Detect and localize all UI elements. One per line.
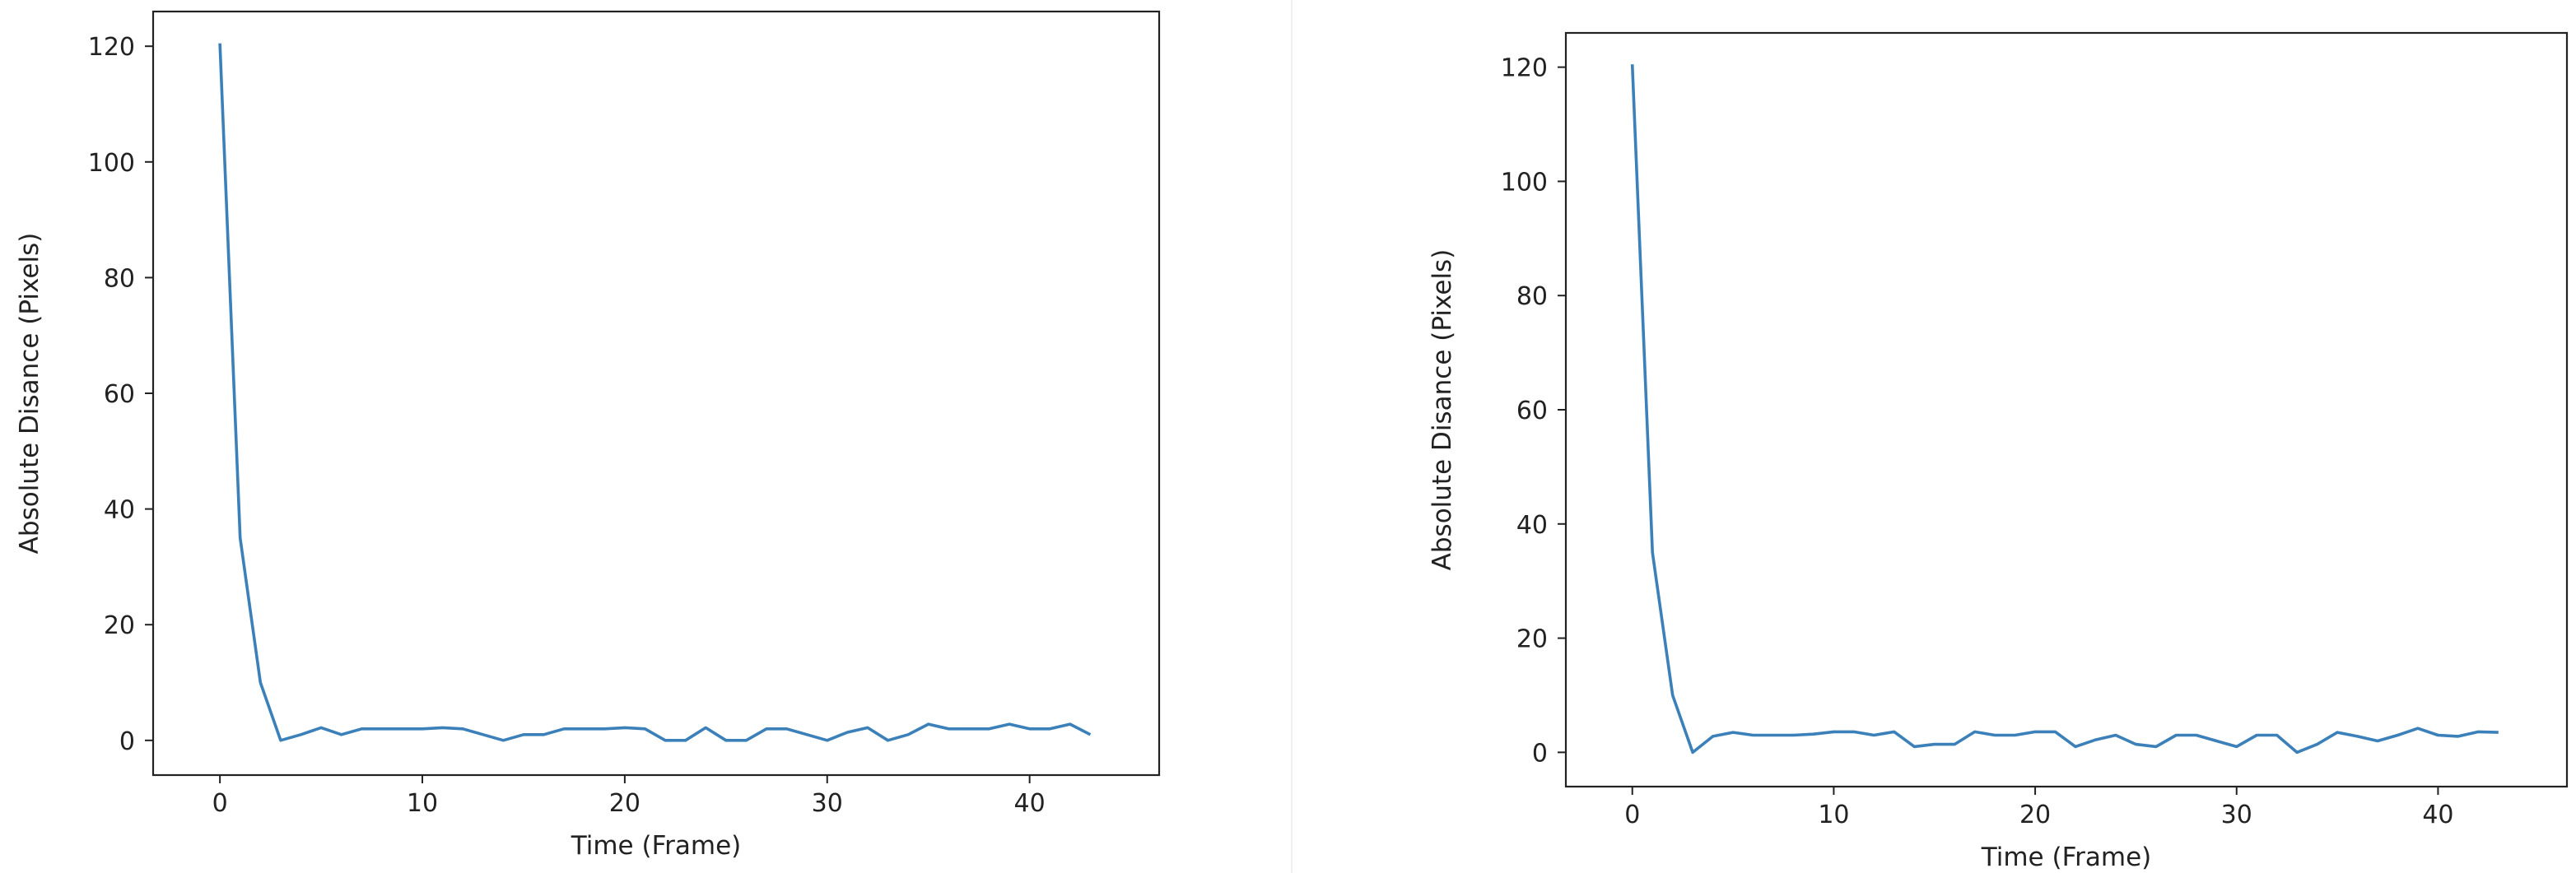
x-tick-label: 40 [2422, 801, 2453, 829]
chart-1: 0 10 20 30 40 0 20 40 60 80 100 120 Time (Frame) Abso… [15, 10, 1161, 861]
x-tick-label: 30 [2221, 801, 2252, 829]
y-axis-label: Absolute Disance (Pixels) [1428, 249, 1457, 571]
y-tick-label: 60 [1516, 397, 1548, 425]
x-axis-label: Time (Frame) [571, 831, 742, 861]
y-tick-label: 80 [104, 264, 135, 293]
x-tick-label: 20 [2019, 801, 2051, 829]
x-tick-label: 0 [212, 789, 228, 818]
series-line [1630, 64, 2499, 755]
x-axis-label: Time (Frame) [1981, 843, 2152, 872]
y-tick-label: 20 [104, 611, 135, 640]
x-tick-label: 0 [1624, 801, 1640, 829]
chart-2: 0 10 20 30 40 0 20 40 60 80 100 120 Time (Frame) Abso… [1428, 31, 2569, 872]
y-axis-label: Absolute Disance (Pixels) [15, 233, 44, 555]
x-tick-label: 40 [1014, 789, 1046, 818]
y-tick-label: 120 [88, 33, 135, 62]
series-line [218, 43, 1092, 742]
plot-frame [151, 10, 1161, 777]
y-tick-label: 120 [1501, 54, 1548, 83]
y-tick-label: 40 [104, 496, 135, 525]
y-tick-label: 100 [88, 149, 135, 178]
x-tick-label: 10 [407, 789, 438, 818]
x-tick-label: 30 [812, 789, 843, 818]
y-tick-label: 40 [1516, 511, 1548, 540]
y-tick-label: 80 [1516, 282, 1548, 311]
x-tick-label: 20 [609, 789, 641, 818]
y-tick-label: 0 [1532, 739, 1548, 768]
y-tick-label: 20 [1516, 625, 1548, 654]
y-tick-label: 0 [119, 727, 135, 756]
plot-frame [1564, 31, 2569, 788]
panel-divider [1291, 0, 1293, 873]
x-tick-label: 10 [1818, 801, 1849, 829]
y-tick-label: 60 [104, 380, 135, 409]
y-tick-label: 100 [1501, 168, 1548, 197]
